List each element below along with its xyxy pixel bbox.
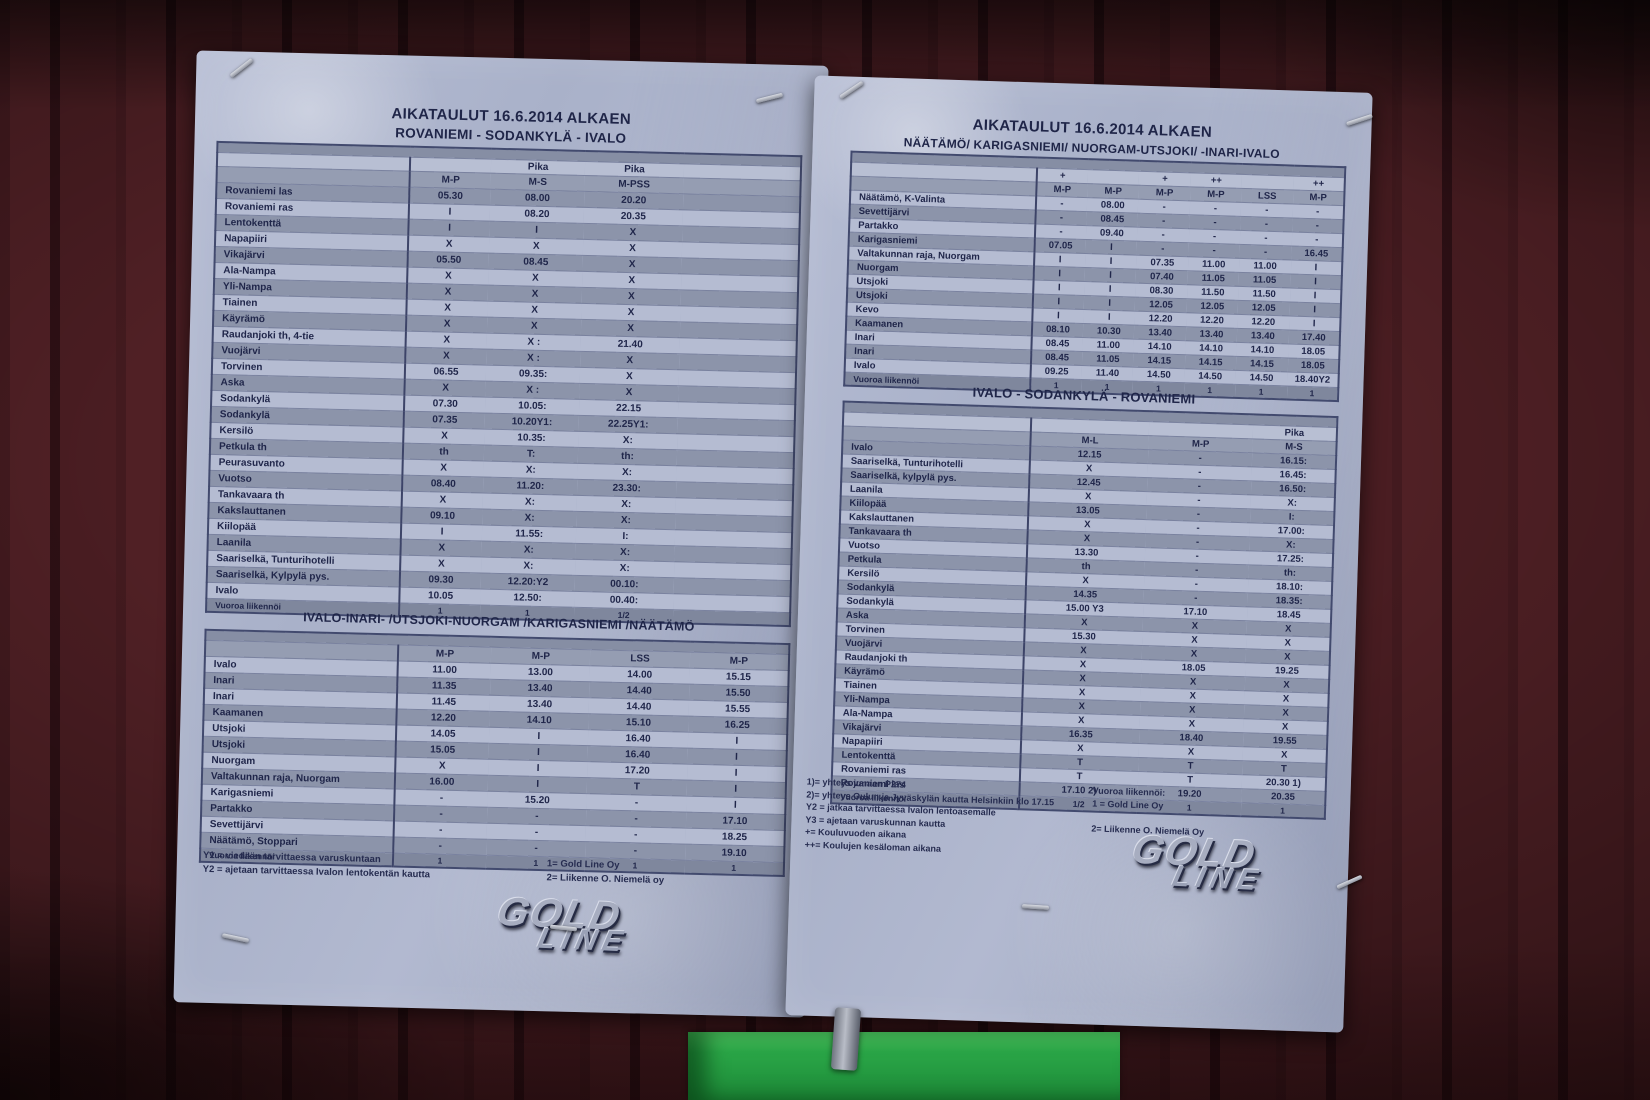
time-cell: X	[404, 347, 487, 366]
time-cell: X	[402, 459, 485, 478]
timetable-ivalo-inari-utsjoki: M-P M-P LSS M-P Ivalo 11.00 13.00 14.00 15.15 Ina…	[198, 628, 791, 878]
time-cell: 06.55	[404, 363, 487, 382]
time-cell: 05.50	[407, 251, 490, 270]
time-cell: 05.30	[408, 187, 491, 206]
logo-text-line: LINE	[1169, 860, 1267, 898]
timetable-rovaniemi-sodankyla-ivalo: Pika Pika M-P M-S M-PSS Rovaniemi las 05.30 08.…	[204, 140, 803, 628]
time-cell: I	[408, 203, 491, 222]
footnotes-left: 1)= yhteys junaan P274 2)= yhteys Oulun …	[804, 776, 1055, 854]
time-cell: X	[405, 315, 488, 334]
time-cell: X	[406, 299, 489, 318]
time-cell: X	[400, 539, 483, 558]
time-cell: M-P	[409, 171, 492, 190]
gold-line-logo: GOLD LINE	[490, 890, 637, 959]
time-cell: 1	[684, 860, 785, 877]
timetable-ivalo-sodankyla-rovaniemi: Pika M-L M-P M-S Ivalo 12.15-16.15: Saariselkä…	[830, 400, 1339, 820]
time-cell: 07.35	[403, 411, 486, 430]
time-cell: 09.30	[399, 571, 482, 590]
timetable-naatamo-karigasniemi-ivalo: + + ++ ++ M-P M-P M-P M-P LSS M-P Näätämö, K-Valin…	[843, 150, 1347, 403]
gold-line-logo: GOLD LINE	[1125, 828, 1273, 898]
time-cell: 09.10	[400, 507, 484, 526]
binder-clip	[830, 1007, 862, 1071]
time-cell: X	[399, 555, 482, 574]
time-cell: I	[407, 219, 491, 238]
time-cell: 10.05	[399, 587, 482, 606]
footnotes-left: Y1 = viedään tarvittaessa varuskuntaan Y…	[202, 849, 431, 881]
time-cell: I	[400, 523, 483, 542]
timetable-page-right: AIKATAULUT 16.6.2014 ALKAEN NÄÄTÄMÖ/ KAR…	[785, 75, 1373, 1033]
time-cell: 1	[1240, 802, 1326, 819]
time-cell: X	[404, 379, 487, 398]
time-cell: X	[407, 235, 490, 254]
footnotes-right: 1= Gold Line Oy 2= Liikenne O. Niemelä o…	[546, 858, 665, 887]
logo-text-line: LINE	[534, 922, 632, 959]
time-cell: 07.30	[403, 395, 486, 414]
green-shelf	[688, 1032, 1120, 1100]
time-cell: X	[402, 427, 486, 446]
timetable-page-left: AIKATAULUT 16.6.2014 ALKAEN ROVANIEMI - …	[173, 50, 829, 1018]
time-cell: th	[402, 443, 485, 462]
time-cell: X	[406, 283, 489, 302]
time-cell: X	[406, 267, 489, 286]
time-cell: X	[401, 491, 484, 510]
time-cell: X	[405, 331, 488, 350]
time-cell: 08.40	[401, 475, 484, 494]
